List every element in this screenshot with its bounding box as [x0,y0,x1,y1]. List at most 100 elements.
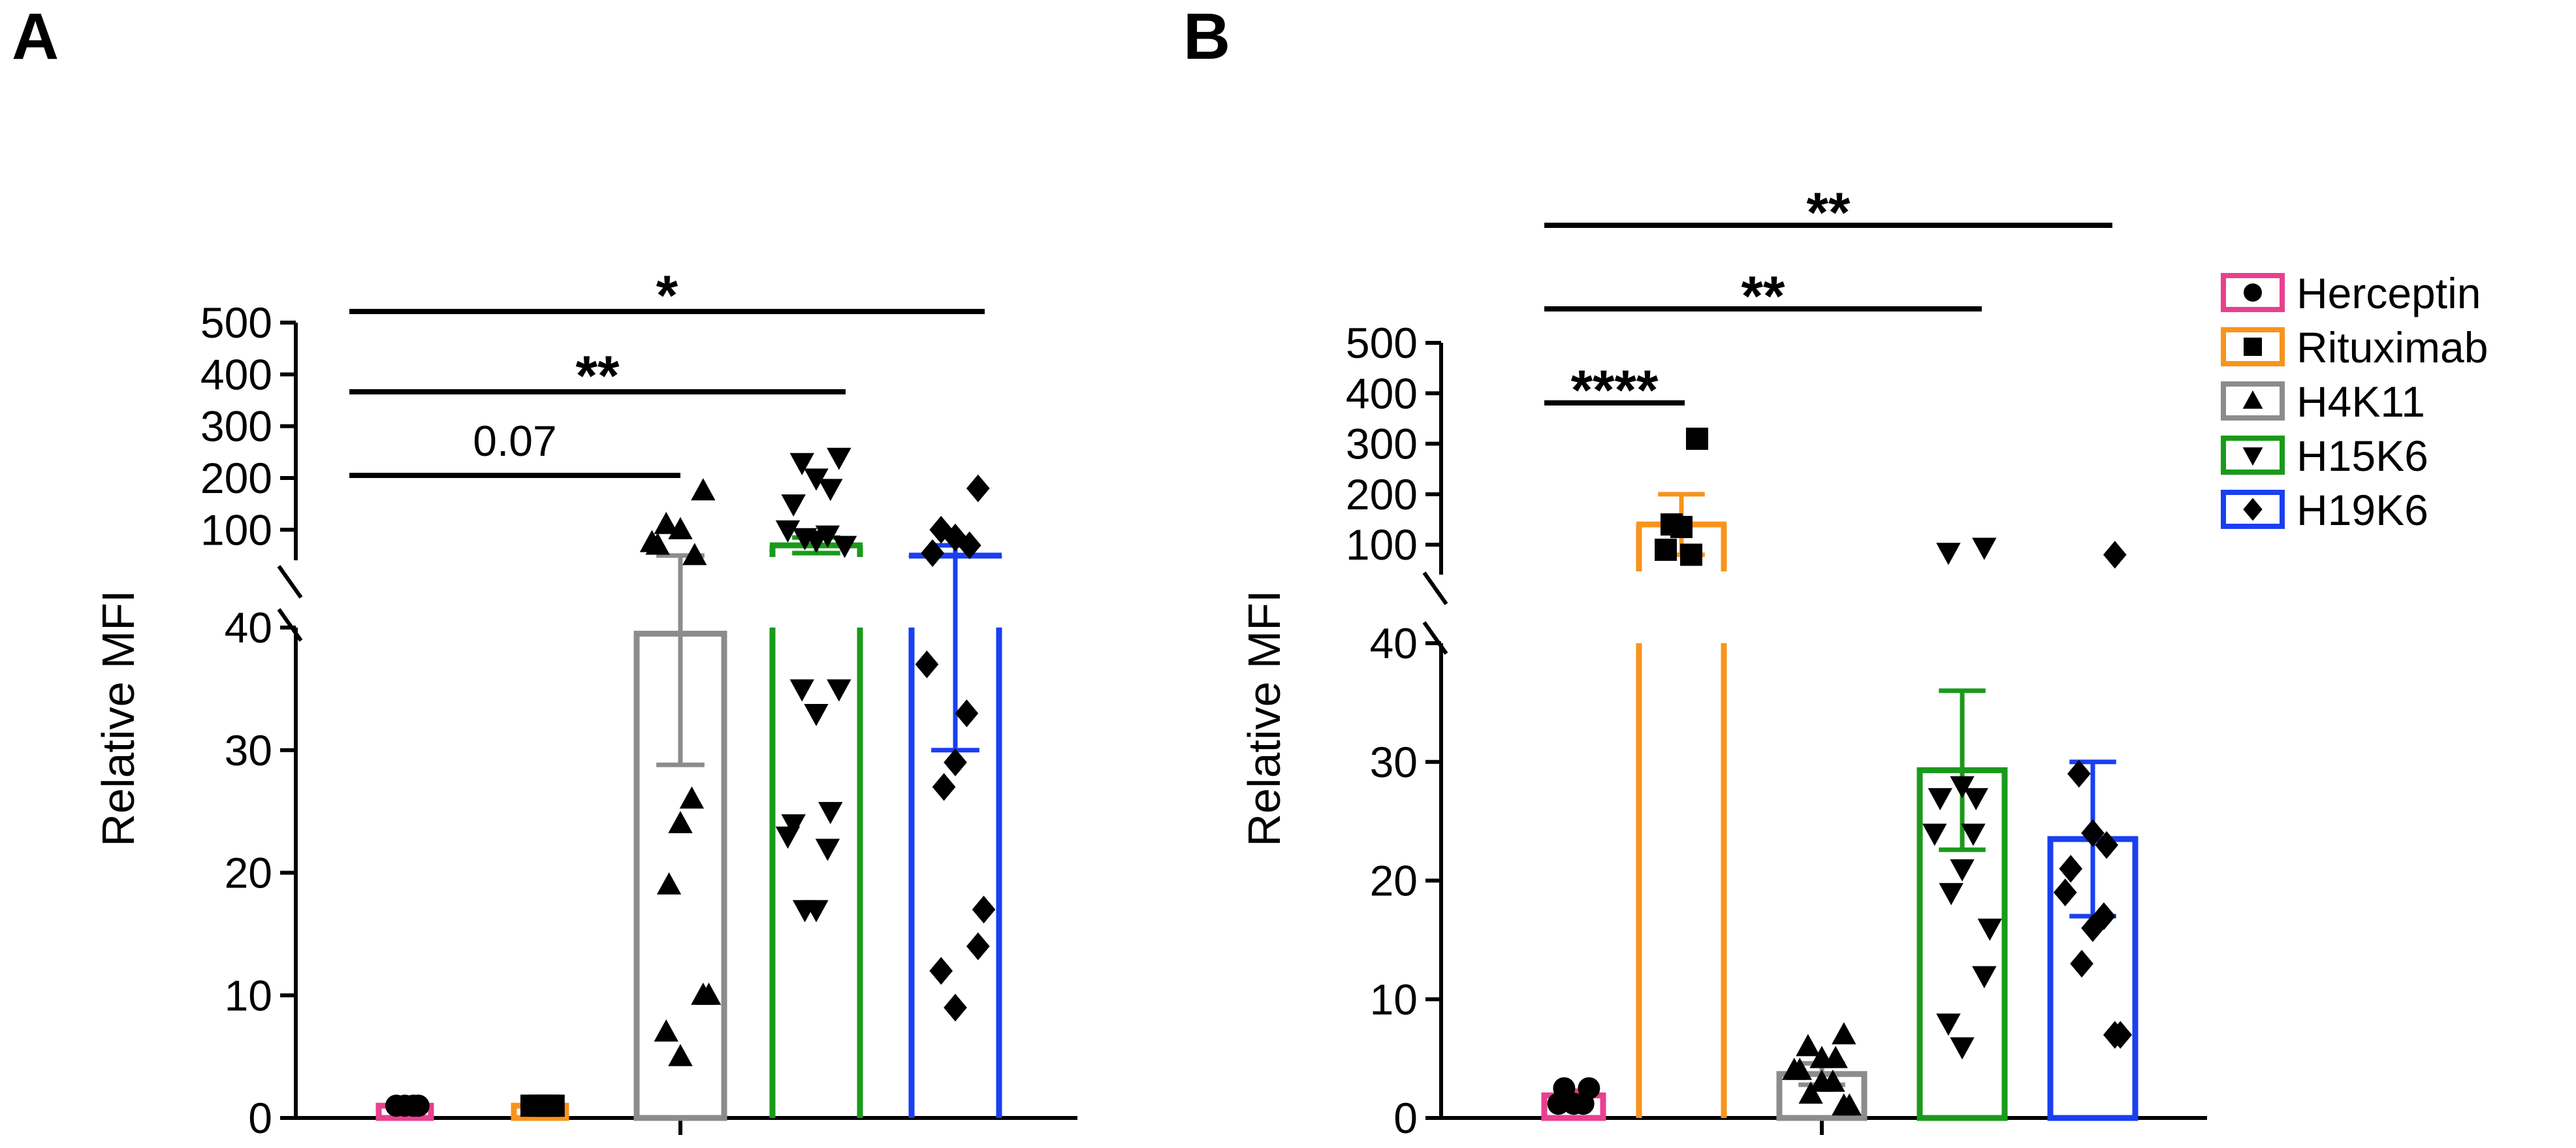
data-point [944,993,967,1022]
data-point [1823,1045,1848,1068]
data-point [915,650,939,678]
legend-marker [2242,447,2263,466]
legend: Herceptin Rituximab H4K11 H15K6 H19K6 [2221,269,2488,534]
bar-group-h19k6 [908,474,1002,1118]
axis-break-mark [1422,571,1448,605]
data-point [656,872,682,895]
data-point [827,447,851,470]
data-point [654,511,678,534]
data-point [668,1044,693,1066]
data-point [682,543,707,566]
legend-label: H4K11 [2297,377,2425,426]
data-point [2103,541,2127,569]
data-point [1922,823,1947,846]
data-point [1972,537,1997,560]
significance-label: 0.07 [473,417,556,465]
y-tick-label: 30 [225,726,272,774]
bar-group-rituximab [511,1094,569,1121]
data-point [775,520,801,543]
bar-group-herceptin [1541,1077,1606,1121]
data-point [1950,859,1975,882]
axis-break-mark [277,565,303,599]
legend-item-h19k6: H19K6 [2221,486,2428,534]
data-point [654,1019,678,1042]
y-tick-label: 500 [1346,319,1418,367]
data-point [1977,918,2002,941]
y-tick-label: 100 [1346,520,1418,569]
legend-label: Herceptin [2297,269,2481,317]
data-point [1670,516,1693,539]
y-tick-label: 300 [200,402,272,451]
data-point [944,523,967,552]
data-point [966,932,990,961]
data-point [775,826,801,849]
data-point [1832,1022,1856,1045]
legend-swatch [2221,436,2285,475]
data-point [827,679,851,702]
data-point [1798,1081,1823,1104]
legend-item-herceptin: Herceptin [2221,269,2481,317]
y-tick-label: 0 [1393,1094,1418,1142]
data-point [966,474,990,503]
y-axis-title: Relative MFI [1239,590,1290,847]
y-tick-label: 0 [248,1094,272,1142]
y-tick-label: 40 [225,603,272,652]
data-point [1964,788,1988,810]
data-point [691,982,716,1005]
data-point [1936,1013,1961,1036]
y-tick-label: 200 [200,454,272,502]
data-point [921,539,945,567]
legend-swatch [2221,273,2285,312]
data-point [781,494,806,517]
legend-marker [2242,390,2263,409]
axis-break-mark [1422,621,1448,655]
y-tick-label: 20 [225,849,272,897]
y-tick-label: 20 [1370,857,1418,905]
data-point [2053,878,2077,906]
data-point [1950,776,1975,799]
data-point [1686,427,1708,450]
data-point [818,479,843,502]
data-point [2103,1021,2127,1049]
data-point [1832,1093,1856,1116]
legend-label: Rituximab [2297,323,2488,372]
data-point [1972,966,1997,989]
data-point [2081,914,2105,942]
data-point [944,748,967,776]
data-point [2081,819,2105,848]
legend-marker [2243,498,2263,521]
legend-swatch [2221,490,2285,529]
bar-group-h4k11 [1776,1022,1868,1121]
legend-marker [2244,338,2262,356]
data-point [1572,1092,1595,1115]
bar-group-h19k6 [2047,541,2139,1121]
data-point [2095,831,2118,859]
significance-label: ** [1741,265,1785,328]
data-point [2070,949,2093,978]
y-tick-label: 200 [1346,470,1418,518]
data-point [537,1094,560,1117]
data-point [1961,823,1986,846]
y-axis-title: Relative MFI [93,590,144,847]
legend-label: H19K6 [2297,486,2428,534]
data-point [668,517,693,539]
data-point [932,773,956,801]
bar-group-rituximab [1636,427,1727,1118]
bar-group-h15k6 [769,447,863,1118]
data-point [929,957,953,985]
legend-item-h4k11: H4K11 [2221,377,2425,426]
y-tick-label: 400 [1346,369,1418,417]
y-tick-label: 400 [200,350,272,398]
legend-item-h15k6: H15K6 [2221,432,2428,480]
data-point [1655,538,1677,561]
data-point [691,478,716,501]
data-point [972,895,996,924]
data-point [804,703,829,726]
bar-group-h4k11 [633,478,727,1121]
data-point [668,810,693,833]
legend-swatch [2221,327,2285,366]
data-point [1928,788,1952,810]
data-point [402,1094,424,1117]
